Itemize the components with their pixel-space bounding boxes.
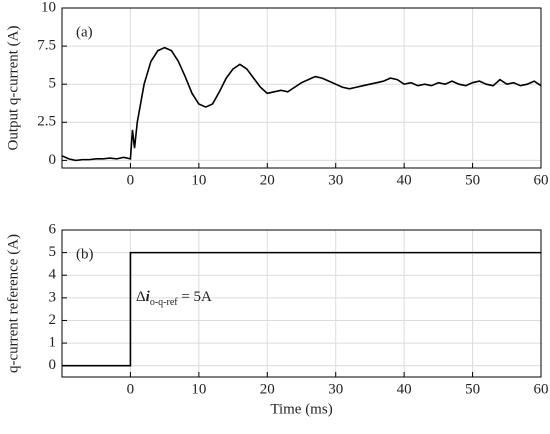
y-tick-label: 5 — [49, 76, 57, 92]
x-tick-label: 10 — [191, 381, 206, 397]
x-tick-label: 60 — [534, 381, 549, 397]
x-tick-label: 20 — [260, 381, 275, 397]
annotation-symbol: Δ — [136, 289, 146, 305]
data-line — [62, 251, 541, 367]
y-tick-label: 6 — [49, 221, 57, 237]
annotation: Δio-q-ref = 5A — [136, 289, 212, 308]
annotation-text: = 5A — [178, 289, 212, 305]
y-axis-label: q-current reference (A) — [5, 234, 21, 373]
x-tick-label: 50 — [465, 381, 480, 397]
x-tick-label: 50 — [465, 172, 480, 188]
x-tick-label: 0 — [127, 172, 135, 188]
y-tick-label: 3 — [49, 289, 57, 305]
y-tick-label: 2.5 — [37, 114, 56, 130]
panel-label: (b) — [76, 246, 94, 262]
x-tick-label: 40 — [397, 172, 412, 188]
y-tick-label: 5 — [49, 244, 57, 260]
x-tick-label: 40 — [397, 381, 412, 397]
annotation-subscript: o-q-ref — [150, 297, 178, 308]
x-tick-label: 60 — [534, 172, 549, 188]
x-axis-label: Time (ms) — [270, 401, 332, 417]
y-axis-label: Output q-current (A) — [5, 26, 21, 151]
annotation-variable: i — [146, 289, 151, 305]
y-tick-label: 0 — [49, 357, 57, 373]
y-tick-label: 7.5 — [37, 38, 56, 54]
x-tick-label: 10 — [191, 172, 206, 188]
y-tick-label: 2 — [49, 312, 57, 328]
panel-label: (a) — [76, 24, 93, 40]
plot-frame — [61, 7, 542, 169]
data-line — [61, 46, 542, 162]
y-tick-label: 4 — [49, 267, 57, 283]
plot-frame — [61, 229, 542, 378]
x-tick-label: 0 — [127, 381, 135, 397]
x-tick-label: 20 — [260, 172, 275, 188]
y-tick-label: 1 — [49, 335, 57, 351]
y-tick-label: 10 — [41, 0, 56, 15]
y-tick-label: 0 — [49, 152, 57, 168]
x-tick-label: 30 — [328, 172, 343, 188]
x-tick-label: 30 — [328, 381, 343, 397]
